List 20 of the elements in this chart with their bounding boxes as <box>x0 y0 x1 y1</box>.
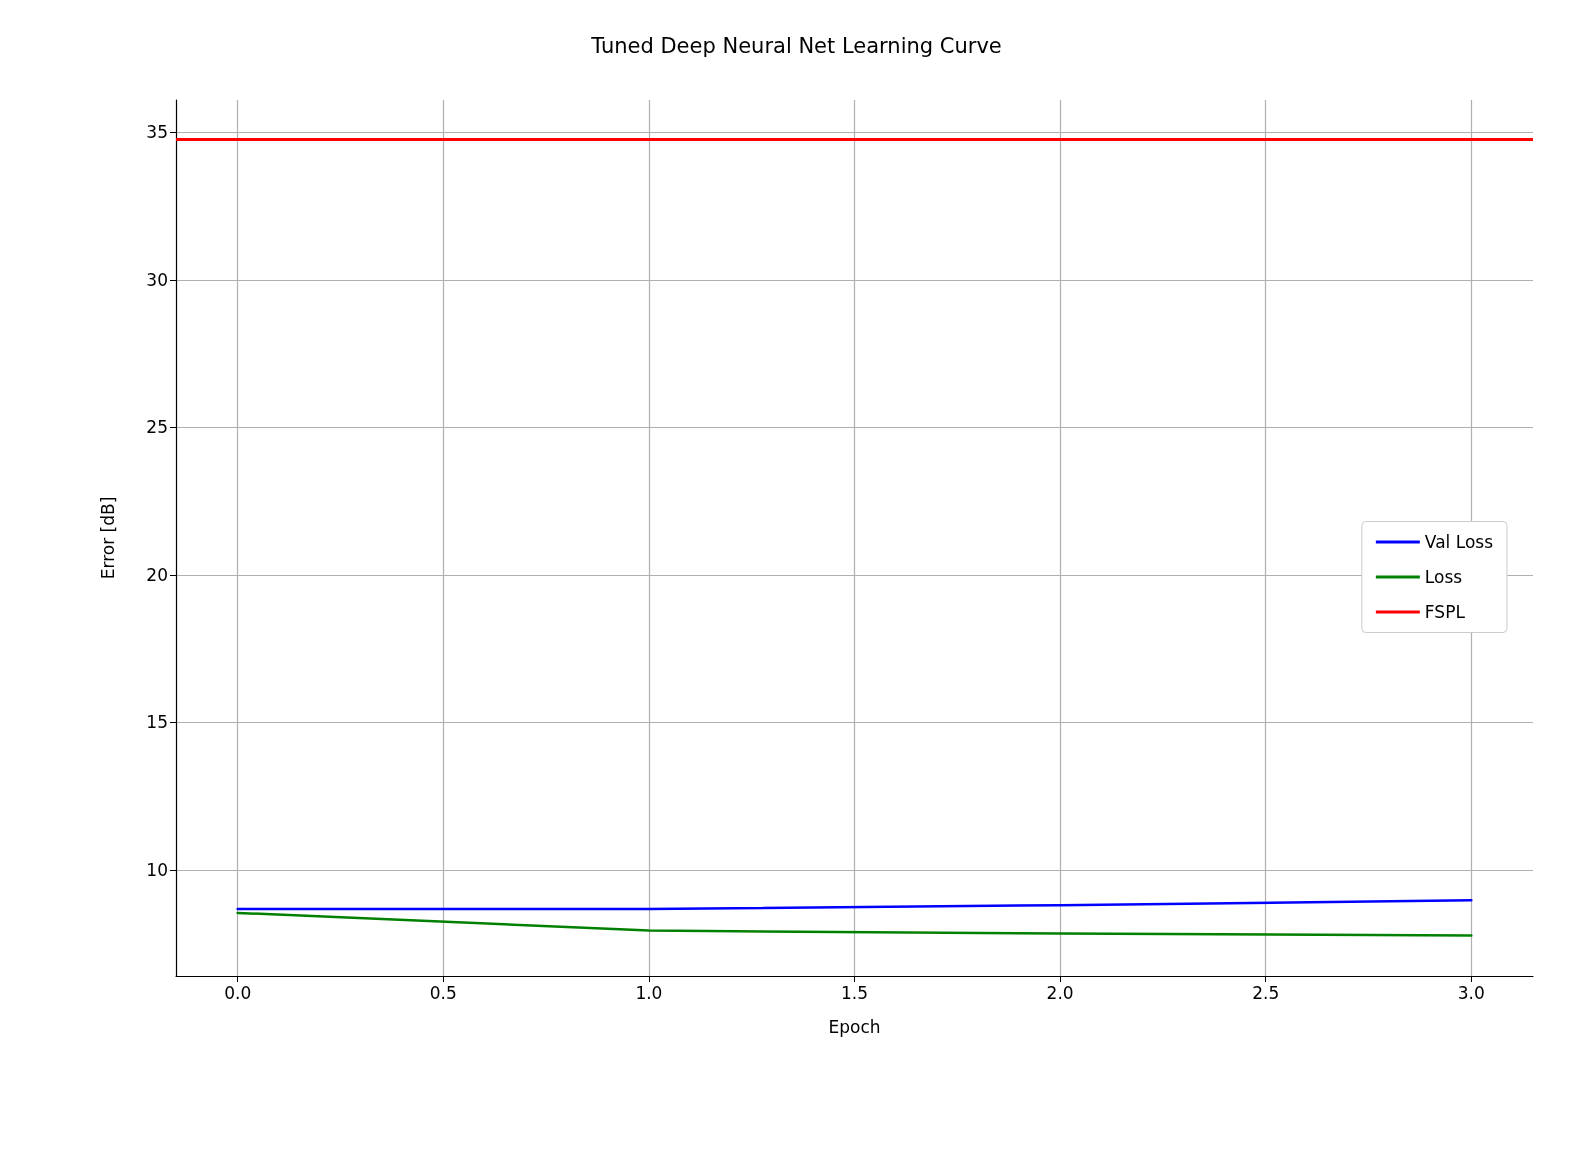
y-tick-label: 10 <box>146 859 168 880</box>
y-axis-title: Error [dB] <box>97 496 118 580</box>
x-axis-title: Epoch <box>828 1016 881 1037</box>
x-tick-label: 2.0 <box>1046 982 1074 1003</box>
x-tick-label: 1.5 <box>840 982 869 1003</box>
x-tick-label: 0.5 <box>429 982 457 1003</box>
x-tick-label: 1.0 <box>635 982 663 1003</box>
x-tick-label: 2.5 <box>1252 982 1280 1003</box>
y-tick-label: 15 <box>146 712 168 733</box>
legend-label: Loss <box>1424 567 1463 587</box>
x-tick-label: 0.0 <box>224 982 252 1003</box>
legend-label: FSPL <box>1424 602 1466 622</box>
y-tick-label: 30 <box>146 269 168 290</box>
legend-label: Val Loss <box>1424 532 1494 552</box>
y-tick-label: 35 <box>146 122 168 143</box>
line-series <box>236 911 1473 937</box>
y-tick-label: 25 <box>146 417 168 438</box>
y-tick-label: 20 <box>146 564 168 585</box>
x-tick-label: 3.0 <box>1457 982 1485 1003</box>
chart-title: Tuned Deep Neural Net Learning Curve <box>590 33 1002 58</box>
